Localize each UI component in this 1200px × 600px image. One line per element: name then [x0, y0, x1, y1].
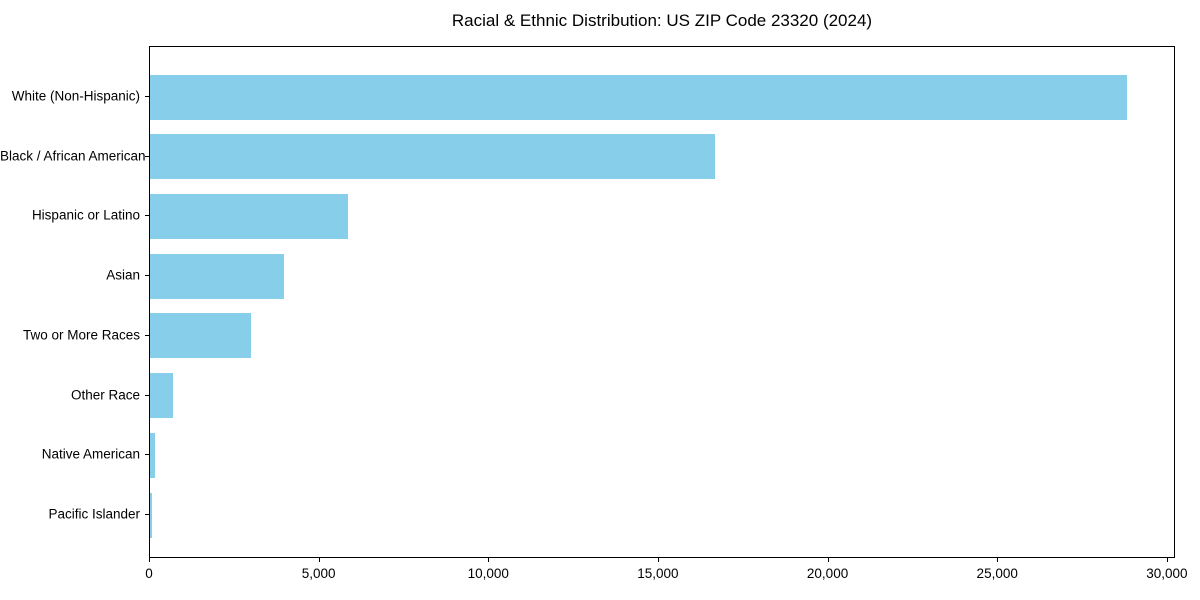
x-tick-label-25000: 25,000: [976, 566, 1018, 581]
bar-black-african-american: [150, 134, 715, 180]
bar-two-or-more-races: [150, 313, 251, 359]
y-tick-mark: [145, 514, 149, 515]
x-tick-mark: [827, 558, 829, 562]
y-tick-mark: [145, 334, 149, 336]
bar-pacific-islander: [150, 492, 153, 538]
x-tick-label-5000: 5,000: [301, 566, 336, 581]
x-tick-mark: [318, 558, 320, 562]
x-tick-label-20000: 20,000: [806, 566, 849, 581]
y-tick-label-other-race: Other Race: [70, 387, 140, 403]
x-tick-label-0: 0: [145, 566, 153, 581]
x-tick-mark: [488, 558, 490, 562]
bar-white-non-hispanic: [150, 74, 1128, 120]
y-tick-label-native-american: Native American: [41, 446, 140, 462]
plot-area: [149, 46, 1175, 558]
bar-native-american: [150, 432, 156, 478]
y-tick-label-black-african-american: Black / African American: [0, 148, 146, 164]
x-tick-label-10000: 10,000: [467, 566, 509, 581]
y-tick-label-pacific-islander: Pacific Islander: [48, 506, 140, 522]
chart-title: Racial & Ethnic Distribution: US ZIP Cod…: [451, 11, 873, 30]
y-tick-mark: [145, 215, 149, 217]
x-tick-mark: [997, 558, 999, 562]
x-tick-mark: [149, 558, 150, 562]
x-tick-label-30000: 30,000: [1146, 566, 1188, 581]
y-tick-label-asian: Asian: [106, 267, 140, 283]
x-tick-mark: [657, 558, 659, 562]
y-tick-label-two-or-more-races: Two or More Races: [22, 327, 140, 343]
x-tick-mark: [1166, 558, 1168, 562]
bar-asian: [150, 253, 284, 299]
bar-other-race: [150, 373, 173, 419]
y-tick-mark: [145, 394, 149, 396]
x-tick-label-15000: 15,000: [637, 566, 679, 581]
y-tick-mark: [145, 275, 149, 277]
y-tick-mark: [145, 96, 149, 97]
y-tick-mark: [145, 454, 149, 456]
bar-hispanic-or-latino: [150, 193, 349, 239]
y-tick-mark: [145, 155, 149, 157]
y-tick-label-hispanic-or-latino: Hispanic or Latino: [31, 207, 140, 223]
y-tick-label-white-non-hispanic: White (Non-Hispanic): [11, 88, 140, 104]
